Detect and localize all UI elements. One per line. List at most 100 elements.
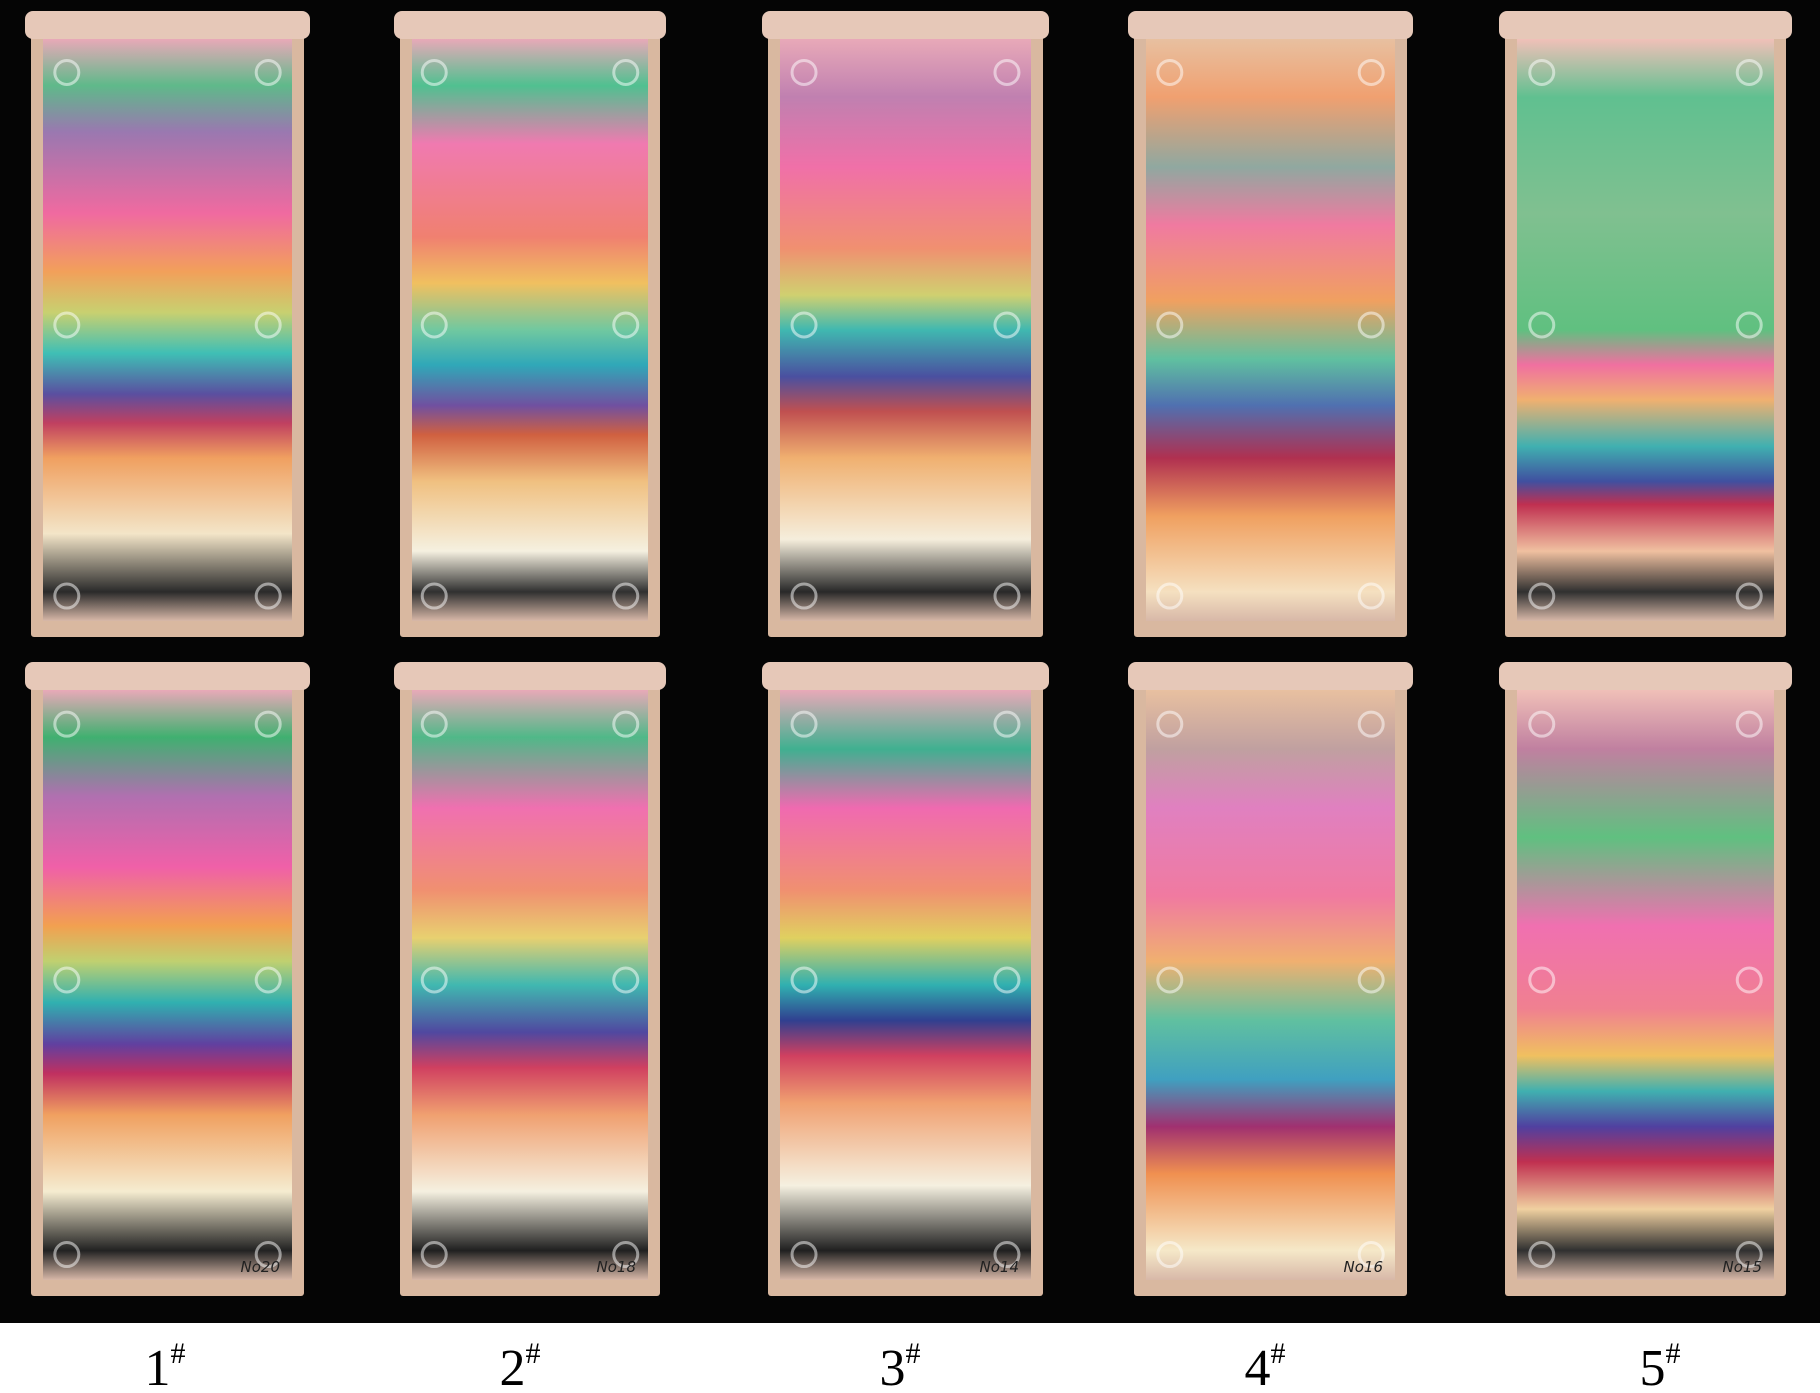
labels: 1# 2# 3# 4# 5# — [145, 1337, 1681, 1393]
label-number: 2 — [500, 1340, 526, 1393]
specimen-hole — [1528, 58, 1556, 86]
specimen-cap — [394, 662, 666, 690]
specimen-hole — [1528, 710, 1556, 738]
specimen-hole — [53, 582, 81, 610]
specimen-hole — [254, 966, 282, 994]
specimen-hole — [612, 966, 640, 994]
specimen-hole — [1735, 311, 1763, 339]
specimen-hole — [993, 582, 1021, 610]
specimen-cap — [1128, 11, 1413, 39]
specimen-fringes — [412, 690, 648, 1280]
label-number: 4 — [1245, 1340, 1271, 1393]
specimen-hole — [612, 311, 640, 339]
specimen-fringes — [1517, 690, 1774, 1280]
specimen-label: 3# — [880, 1337, 921, 1393]
specimen-hole — [1156, 58, 1184, 86]
specimen-hole — [254, 58, 282, 86]
specimen-fringes — [780, 39, 1031, 621]
specimen-hole — [1357, 58, 1385, 86]
specimen-hole — [993, 1241, 1021, 1269]
specimen-hole — [993, 58, 1021, 86]
specimen-hole — [612, 710, 640, 738]
specimen-hole — [993, 311, 1021, 339]
specimen-hole — [420, 710, 448, 738]
specimen-hole — [612, 1241, 640, 1269]
specimen-hole — [1156, 582, 1184, 610]
specimen-hole — [420, 966, 448, 994]
specimen-fringes — [43, 690, 292, 1280]
specimen-cap — [762, 662, 1049, 690]
specimen-fringes — [1146, 690, 1395, 1280]
specimen-hole — [420, 582, 448, 610]
specimen-hole — [1357, 710, 1385, 738]
handwritten-note: No20 — [241, 1258, 281, 1276]
label-mark: # — [906, 1337, 921, 1370]
specimen-cap — [1128, 662, 1413, 690]
specimen-hole — [790, 966, 818, 994]
specimen-hole — [1156, 311, 1184, 339]
specimen-hole — [420, 1241, 448, 1269]
specimen-cap — [762, 11, 1049, 39]
specimen-label: 2# — [500, 1337, 541, 1393]
specimen-hole — [1528, 1241, 1556, 1269]
specimen-hole — [1735, 710, 1763, 738]
label-mark: # — [1271, 1337, 1286, 1370]
specimen-hole — [53, 1241, 81, 1269]
label-number: 3 — [880, 1340, 906, 1393]
specimen-cap — [25, 662, 310, 690]
handwritten-note: No16 — [1344, 1258, 1384, 1276]
handwritten-note: No18 — [597, 1258, 637, 1276]
specimen-cap — [25, 11, 310, 39]
specimen-hole — [420, 311, 448, 339]
specimen-hole — [254, 710, 282, 738]
specimen-label: 5# — [1640, 1337, 1681, 1393]
specimen-hole — [1357, 311, 1385, 339]
specimen-fringes — [1146, 39, 1395, 621]
label-number: 1 — [145, 1340, 171, 1393]
specimen-fringes — [1517, 39, 1774, 621]
specimen-hole — [790, 311, 818, 339]
specimen-hole — [1357, 582, 1385, 610]
label-number: 5 — [1640, 1340, 1666, 1393]
specimen-hole — [790, 58, 818, 86]
specimen-hole — [1735, 58, 1763, 86]
specimen-hole — [1528, 582, 1556, 610]
specimen-cap — [1499, 11, 1792, 39]
specimen-hole — [1357, 966, 1385, 994]
specimen-hole — [790, 710, 818, 738]
specimen-hole — [790, 582, 818, 610]
specimen-hole — [1156, 1241, 1184, 1269]
specimen-hole — [254, 582, 282, 610]
specimen-hole — [420, 58, 448, 86]
samples: No20 No18 No14 No16 No15 — [25, 11, 1792, 1296]
specimen-label: 1# — [145, 1337, 186, 1393]
specimen-fringes — [780, 690, 1031, 1280]
specimen-hole — [790, 1241, 818, 1269]
label-mark: # — [171, 1337, 186, 1370]
specimen-hole — [254, 1241, 282, 1269]
specimen-fringes — [43, 39, 292, 621]
specimen-hole — [53, 966, 81, 994]
label-mark: # — [526, 1337, 541, 1370]
specimen-hole — [53, 710, 81, 738]
specimen-hole — [612, 58, 640, 86]
handwritten-note: No14 — [980, 1258, 1020, 1276]
specimen-hole — [612, 582, 640, 610]
handwritten-note: No15 — [1723, 1258, 1763, 1276]
specimen-cap — [394, 11, 666, 39]
specimen-hole — [993, 710, 1021, 738]
specimen-hole — [1735, 582, 1763, 610]
specimen-fringes — [412, 39, 648, 621]
specimen-hole — [1156, 966, 1184, 994]
specimen-hole — [254, 311, 282, 339]
specimen-hole — [1735, 966, 1763, 994]
specimen-hole — [1528, 966, 1556, 994]
specimen-hole — [1156, 710, 1184, 738]
specimen-hole — [1528, 311, 1556, 339]
specimen-hole — [1735, 1241, 1763, 1269]
specimen-cap — [1499, 662, 1792, 690]
specimen-hole — [1357, 1241, 1385, 1269]
specimen-hole — [993, 966, 1021, 994]
label-mark: # — [1666, 1337, 1681, 1370]
